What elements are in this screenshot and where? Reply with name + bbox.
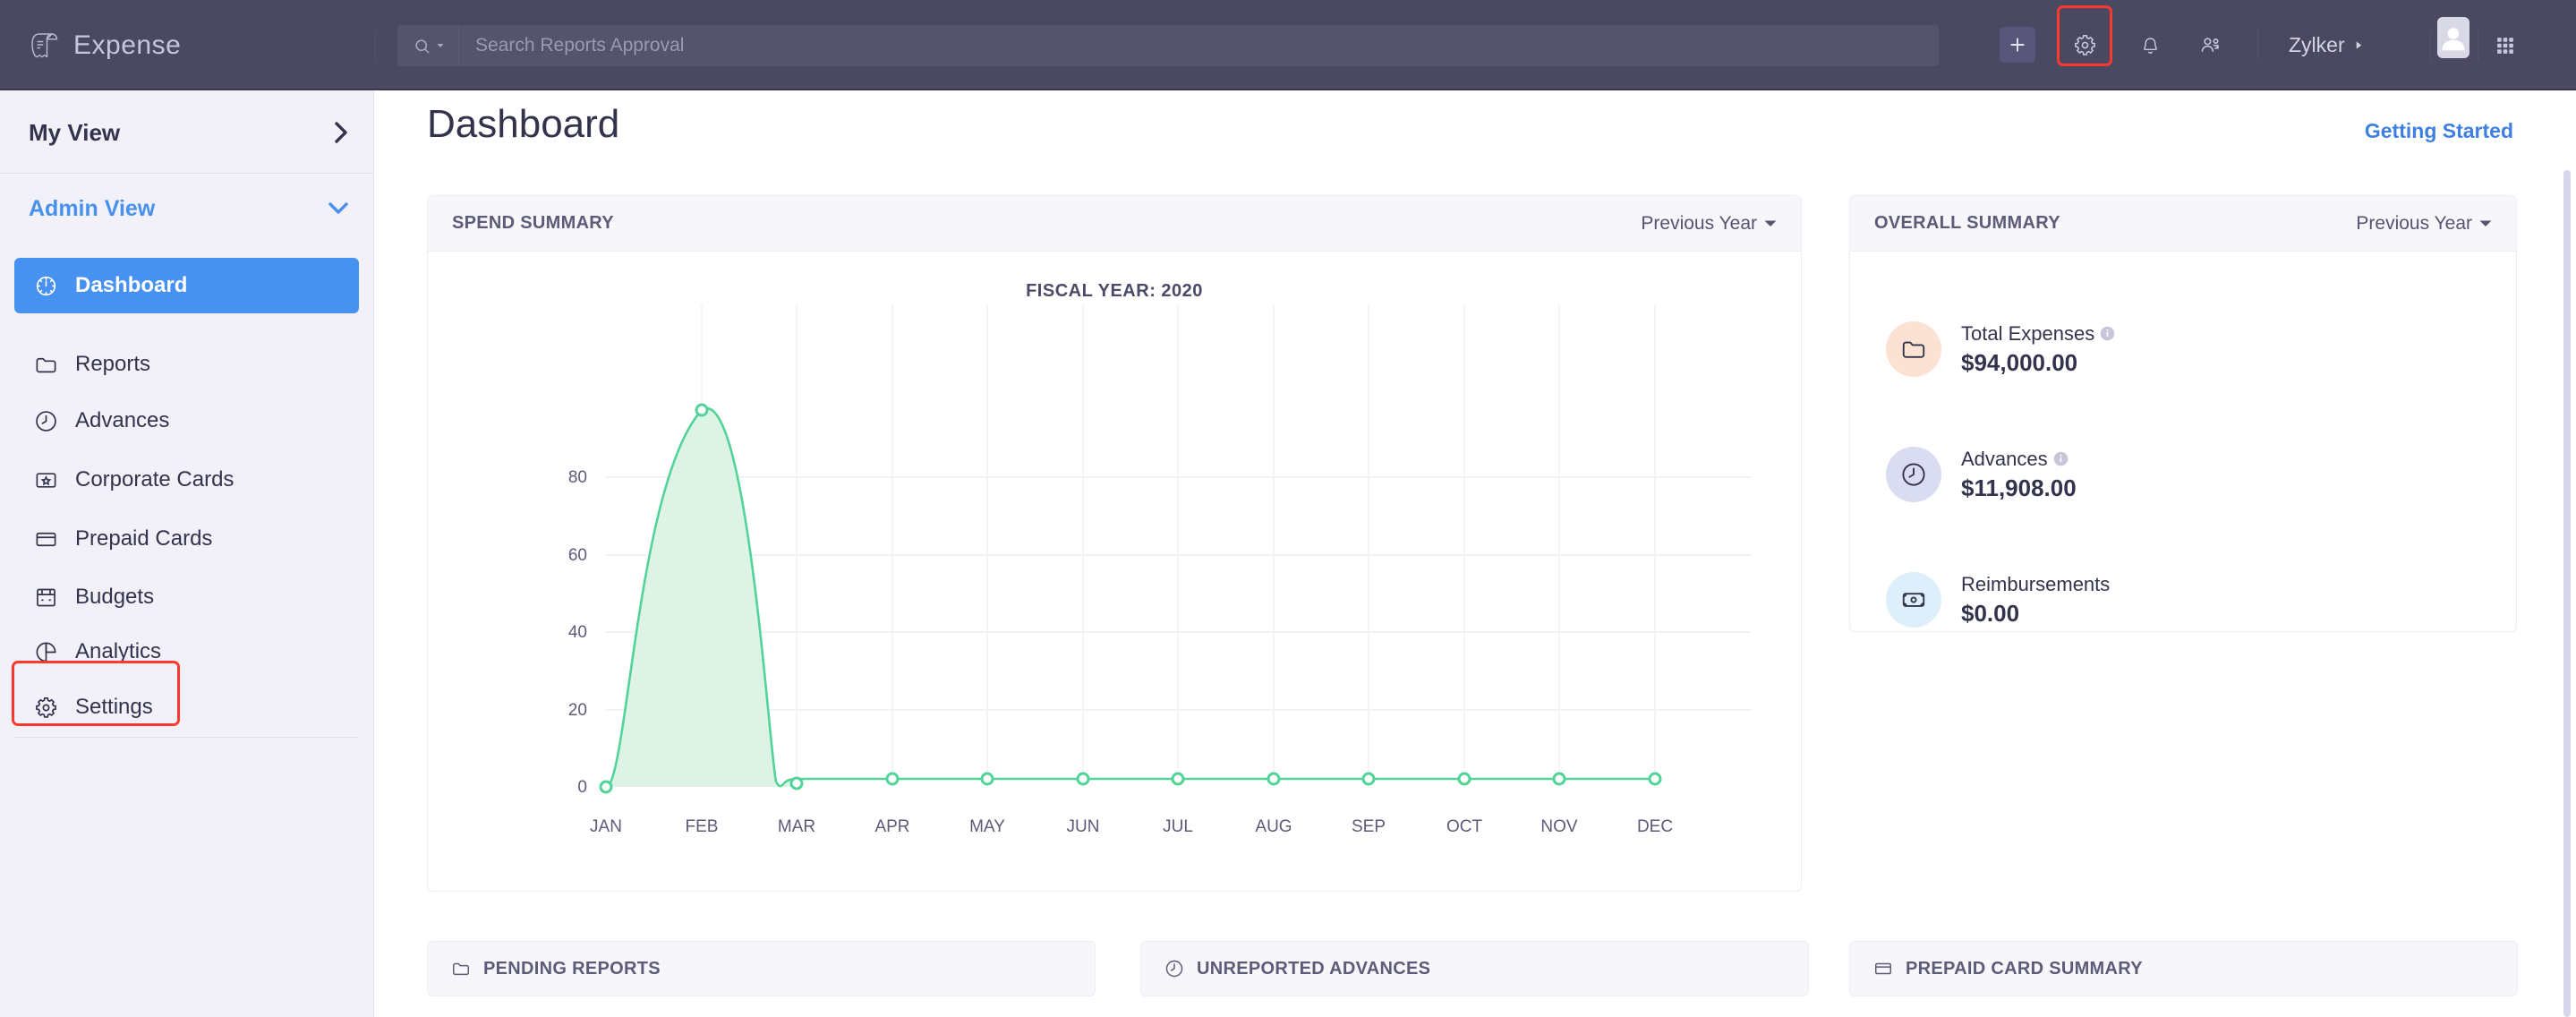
svg-text:MAY: MAY bbox=[969, 817, 1005, 836]
svg-text:JUN: JUN bbox=[1067, 817, 1100, 836]
svg-text:MAR: MAR bbox=[778, 817, 815, 836]
svg-text:AUG: AUG bbox=[1255, 817, 1292, 836]
svg-text:JUL: JUL bbox=[1163, 817, 1193, 836]
svg-text:40: 40 bbox=[568, 623, 587, 642]
svg-text:JAN: JAN bbox=[590, 817, 622, 836]
svg-text:APR: APR bbox=[874, 817, 909, 836]
svg-text:SEP: SEP bbox=[1352, 817, 1386, 836]
svg-text:OCT: OCT bbox=[1446, 817, 1483, 836]
svg-text:20: 20 bbox=[568, 701, 587, 720]
svg-text:DEC: DEC bbox=[1637, 817, 1673, 836]
svg-text:80: 80 bbox=[568, 468, 587, 487]
svg-text:NOV: NOV bbox=[1540, 817, 1578, 836]
svg-text:FEB: FEB bbox=[686, 817, 719, 836]
svg-text:0: 0 bbox=[577, 778, 587, 797]
svg-text:60: 60 bbox=[568, 546, 587, 565]
